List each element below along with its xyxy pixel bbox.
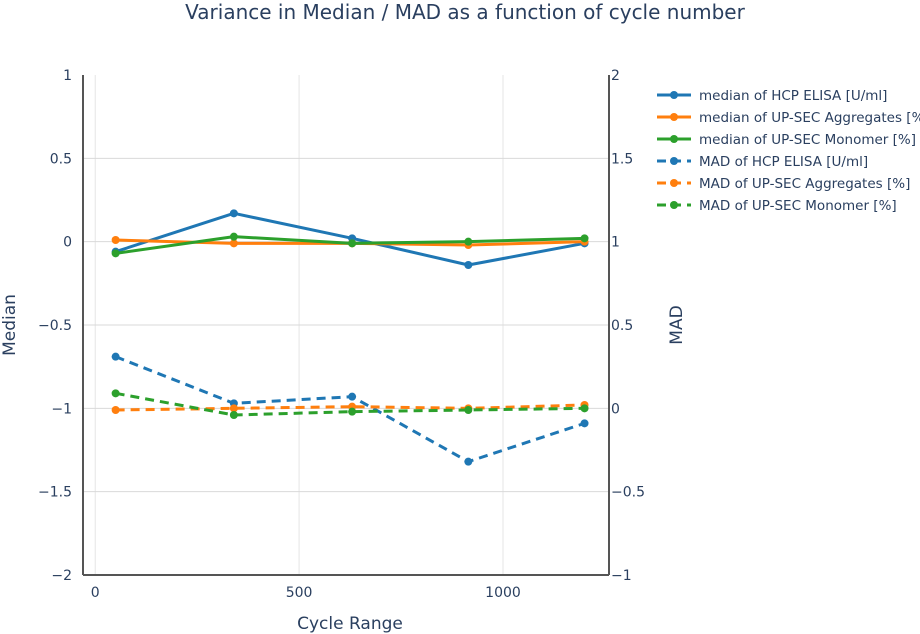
data-point[interactable] [580,404,589,413]
series-line [115,391,585,417]
series-2 [111,232,589,258]
y-left-tick-label: 0.5 [50,151,72,167]
data-point[interactable] [229,239,238,248]
legend-item[interactable]: MAD of UP-SEC Monomer [%] [657,198,897,214]
data-point[interactable] [580,234,589,243]
chart-title: Variance in Median / MAD as a function o… [185,0,745,24]
data-point[interactable] [111,406,120,414]
legend-item[interactable]: MAD of HCP ELISA [U/ml] [657,154,868,170]
legend-label: median of UP-SEC Aggregates [%] [699,110,920,126]
legend-label: median of HCP ELISA [U/ml] [699,88,887,104]
legend-label: MAD of UP-SEC Monomer [%] [699,198,897,214]
y-left-tick-label: −1.5 [38,485,72,501]
y-axis-right-title: MAD [667,305,687,344]
y-left-tick-label: −2 [51,568,72,584]
data-point[interactable] [229,209,238,218]
series-3 [111,352,589,466]
data-point[interactable] [229,404,238,413]
legend[interactable]: median of HCP ELISA [U/ml] median of UP-S… [657,88,920,214]
series-layer [111,209,589,466]
data-point[interactable] [464,237,473,246]
grid-layer [83,75,609,575]
legend-label: MAD of HCP ELISA [U/ml] [699,154,868,170]
axes-layer [82,75,610,576]
data-point[interactable] [111,389,120,398]
data-point[interactable] [464,406,473,414]
y-right-tick-label: −1 [611,568,632,584]
y-left-tick-label: 0 [63,235,72,251]
y-right-tick-label: 2 [611,68,620,84]
legend-swatch-marker [670,113,678,121]
data-point[interactable] [111,236,120,244]
y-axis-left-title: Median [0,294,20,356]
legend-swatch-marker [670,179,678,187]
data-point[interactable] [111,249,120,258]
y-right-tick-label: 1.5 [611,151,633,167]
data-point[interactable] [464,457,473,466]
legend-swatch-marker [670,157,678,165]
data-point[interactable] [348,392,357,401]
legend-item[interactable]: median of HCP ELISA [U/ml] [657,88,887,104]
x-tick-label: 1000 [485,585,521,601]
legend-label: median of UP-SEC Monomer [%] [699,132,916,148]
y-left-tick-label: 1 [63,68,72,84]
data-point[interactable] [229,232,238,241]
data-point[interactable] [229,411,238,419]
data-point[interactable] [464,261,473,269]
legend-label: MAD of UP-SEC Aggregates [%] [699,176,910,192]
y-right-tick-label: 0.5 [611,318,633,334]
legend-item[interactable]: MAD of UP-SEC Aggregates [%] [657,176,910,192]
data-point[interactable] [111,352,120,361]
y-left-tick-label: −1 [51,401,72,417]
legend-swatch-marker [670,135,678,143]
y-right-tick-label: −0.5 [611,485,645,501]
legend-swatch-marker [670,201,678,209]
data-point[interactable] [580,419,589,428]
legend-item[interactable]: median of UP-SEC Aggregates [%] [657,110,920,126]
x-tick-label: 0 [91,585,100,601]
legend-swatch-marker [670,91,678,99]
y-right-tick-label: 1 [611,235,620,251]
legend-item[interactable]: median of UP-SEC Monomer [%] [657,132,916,148]
ticks-layer: 0 500 1000 1 0.5 0 −0.5 −1 −1.5 −2 2 1.5 1 0.5 0 −0.5 −1 [38,68,645,601]
data-point[interactable] [348,407,357,416]
y-right-tick-label: 0 [611,401,620,417]
series-5 [111,389,589,419]
y-left-tick-label: −0.5 [38,318,72,334]
x-axis-title: Cycle Range [297,614,403,634]
data-point[interactable] [348,239,357,248]
x-tick-label: 500 [286,585,313,601]
